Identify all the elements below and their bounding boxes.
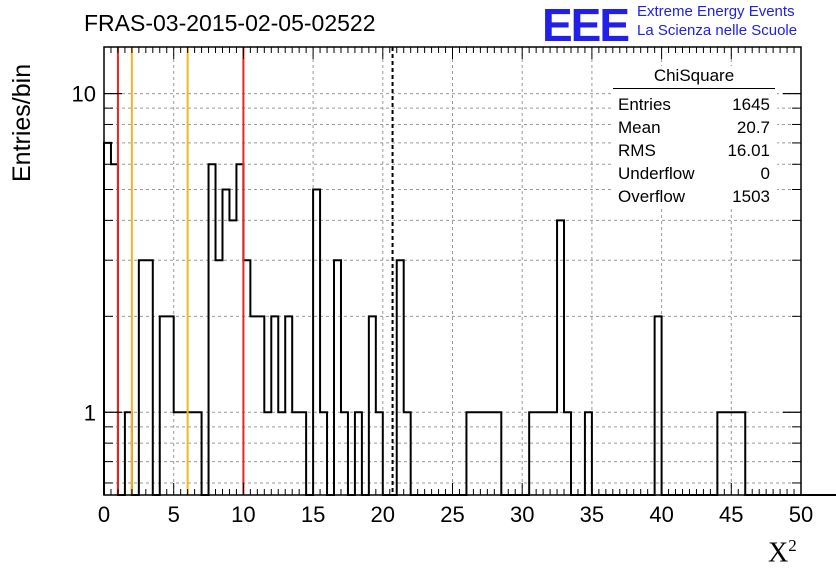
stats-label: Mean (618, 118, 661, 137)
stats-value: 1503 (732, 187, 770, 206)
y-tick-label: 10 (72, 82, 96, 107)
x-tick-label: 40 (649, 502, 673, 527)
x-tick-label: 15 (301, 502, 325, 527)
stats-row-mean: Mean 20.7 (611, 116, 777, 139)
x-tick-label: 5 (168, 502, 180, 527)
stats-row-overflow: Overflow 1503 (611, 185, 777, 208)
x-tick-label: 10 (231, 502, 255, 527)
x-tick-label: 20 (371, 502, 395, 527)
x-tick-label: 45 (719, 502, 743, 527)
x-tick-label: 30 (510, 502, 534, 527)
histogram-series (103, 141, 836, 496)
stats-label: Entries (618, 95, 671, 114)
stats-value: 16.01 (727, 141, 770, 160)
stats-label: Overflow (618, 187, 686, 206)
y-tick-label: 1 (84, 400, 96, 425)
x-tick-label: 25 (440, 502, 464, 527)
stats-row-underflow: Underflow 0 (611, 162, 777, 185)
stats-box: ChiSquare Entries 1645 Mean 20.7 RMS 16.01 … (611, 66, 777, 208)
stats-row-entries: Entries 1645 (611, 93, 777, 116)
logo-caption-line2: La Scienza nelle Scuole (637, 22, 798, 39)
stats-label: RMS (618, 141, 656, 160)
stats-title: ChiSquare (613, 66, 775, 89)
x-tick-label: 50 (789, 502, 813, 527)
x-tick-label: 0 (98, 502, 110, 527)
stats-value: 0 (760, 164, 770, 183)
y-axis-label: Entries/bin (8, 63, 36, 182)
stats-label: Underflow (618, 164, 695, 183)
x-axis-label: X2 (768, 536, 797, 569)
logo-caption-line1: Extreme Energy Events (637, 3, 795, 20)
stats-value: 1645 (732, 95, 770, 114)
chart-title: FRAS-03-2015-02-05-02522 (84, 10, 376, 36)
logo-caption: Extreme Energy Events La Scienza nelle S… (637, 2, 797, 40)
stats-value: 20.7 (736, 118, 770, 137)
x-tick-label: 35 (580, 502, 604, 527)
stats-row-rms: RMS 16.01 (611, 139, 777, 162)
eee-logo: EEE (542, 0, 630, 51)
